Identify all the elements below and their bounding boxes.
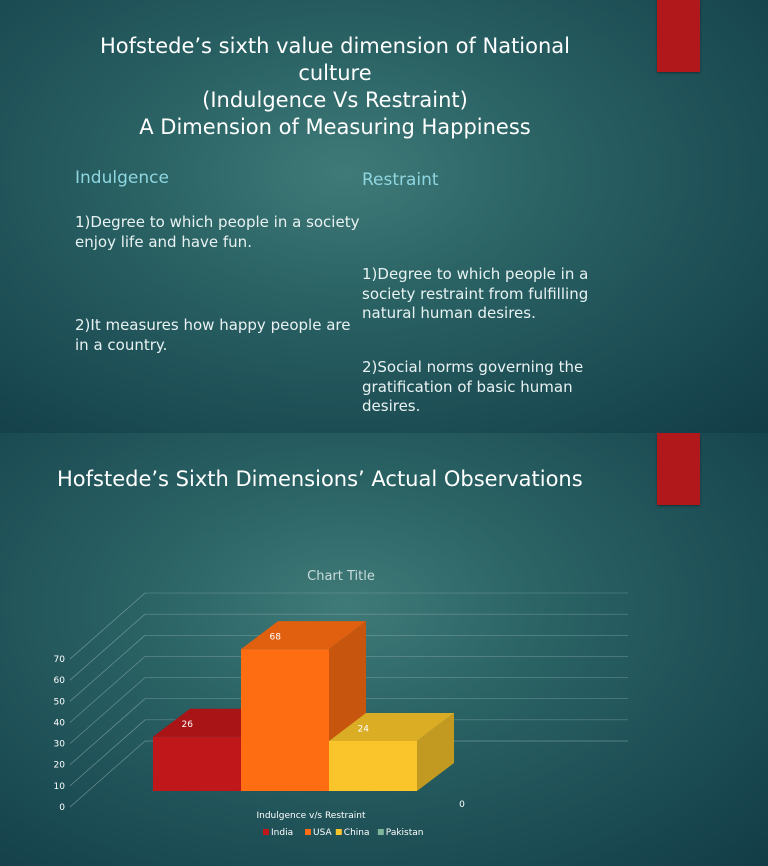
chart: Chart Title 0 10 20 30 40 50 60 70 26 68 24 0 Indulge… bbox=[54, 569, 628, 838]
slide-1-title: Hofstede’s sixth value dimension of Nati… bbox=[60, 33, 610, 141]
restraint-point-1: 1)Degree to which people in a society re… bbox=[362, 265, 589, 322]
bar-side-china bbox=[417, 712, 454, 791]
indulgence-point-2: 2)It measures how happy people are in a … bbox=[75, 316, 351, 354]
data-label: 26 bbox=[181, 720, 193, 730]
restraint-point-2: 2)Social norms governing the gratificati… bbox=[362, 358, 584, 415]
y-tick-label: 10 bbox=[54, 782, 66, 792]
gridline-depth bbox=[69, 719, 146, 787]
accent-bar bbox=[657, 433, 700, 505]
accent-bar bbox=[657, 0, 700, 72]
bar-india bbox=[153, 736, 241, 791]
legend-label-china: China bbox=[344, 828, 370, 838]
indulgence-point-1: 1)Degree to which people in a society en… bbox=[75, 213, 360, 251]
bar-top-china bbox=[329, 712, 454, 741]
indulgence-heading: Indulgence bbox=[75, 168, 169, 188]
slide-2: Hofstede’s Sixth Dimensions’ Actual Obse… bbox=[0, 433, 768, 866]
title-line: culture bbox=[298, 61, 372, 85]
gridline-depth bbox=[69, 656, 146, 723]
y-tick-label: 20 bbox=[54, 761, 66, 771]
bar-top-usa bbox=[241, 621, 366, 650]
gridline-depth bbox=[69, 740, 146, 808]
legend-swatch-china bbox=[335, 829, 342, 835]
gridline-depth bbox=[69, 613, 146, 681]
y-tick-label: 40 bbox=[54, 718, 66, 728]
slide-2-title: Hofstede’s Sixth Dimensions’ Actual Obse… bbox=[57, 467, 583, 491]
gridline-depth bbox=[69, 698, 146, 765]
gridline-depth bbox=[69, 677, 146, 744]
gridline-depth bbox=[69, 635, 146, 702]
title-line: Hofstede’s sixth value dimension of Nati… bbox=[99, 34, 570, 58]
title-line: A Dimension of Measuring Happiness bbox=[139, 115, 531, 139]
y-tick-label: 30 bbox=[54, 740, 66, 750]
y-tick-label: 0 bbox=[59, 803, 65, 813]
slide-1: Hofstede’s sixth value dimension of Nati… bbox=[0, 0, 768, 433]
legend-swatch-india bbox=[263, 829, 269, 835]
legend-label-india: India bbox=[271, 828, 293, 838]
data-label: 68 bbox=[269, 633, 281, 643]
restraint-heading: Restraint bbox=[362, 170, 439, 190]
gridline-depth bbox=[69, 592, 146, 660]
bar-china bbox=[329, 740, 417, 791]
legend-label-usa: USA bbox=[313, 828, 332, 838]
data-label: 0 bbox=[459, 800, 465, 810]
chart-title: Chart Title bbox=[307, 569, 375, 584]
title-line: (Indulgence Vs Restraint) bbox=[202, 88, 468, 112]
legend-swatch-pakistan bbox=[377, 829, 384, 835]
legend-label-pakistan: Pakistan bbox=[386, 828, 424, 838]
bar-usa bbox=[241, 649, 329, 791]
data-label: 24 bbox=[357, 724, 369, 734]
x-category-label: Indulgence v/s Restraint bbox=[256, 811, 366, 821]
y-tick-label: 60 bbox=[54, 676, 66, 686]
y-tick-label: 50 bbox=[54, 697, 66, 707]
legend-swatch-usa bbox=[305, 829, 311, 835]
y-tick-label: 70 bbox=[54, 655, 66, 665]
